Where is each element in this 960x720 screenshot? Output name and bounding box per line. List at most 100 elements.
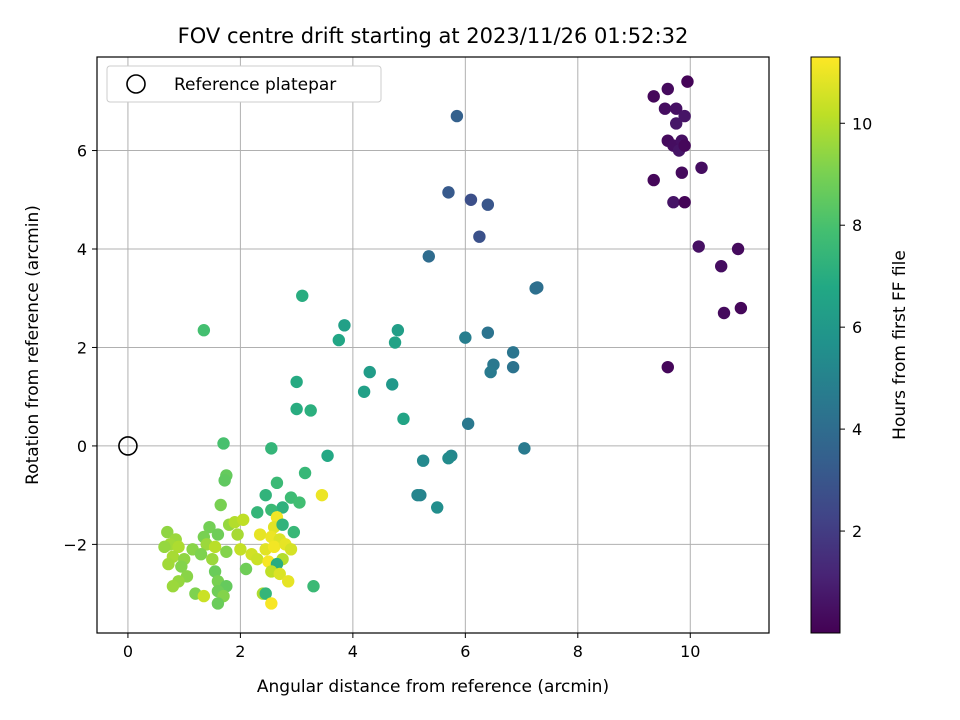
data-point — [450, 109, 464, 123]
data-point — [217, 437, 230, 450]
data-point — [197, 324, 211, 337]
data-point — [321, 449, 334, 462]
x-tick-label: 6 — [460, 642, 470, 661]
data-point — [251, 552, 264, 566]
data-point — [363, 365, 376, 379]
data-point — [442, 186, 455, 199]
data-point — [670, 117, 683, 130]
data-point — [459, 331, 472, 344]
data-point — [695, 161, 708, 174]
colorbar-ticks: 2 4 6 8 10 — [840, 114, 872, 541]
data-point — [293, 496, 306, 509]
data-point — [276, 518, 289, 531]
data-point — [211, 597, 225, 610]
data-point — [647, 173, 660, 187]
data-point — [464, 193, 478, 206]
data-point — [267, 540, 281, 554]
data-point — [296, 289, 309, 302]
data-point — [218, 474, 231, 487]
data-point — [391, 324, 405, 337]
data-point — [194, 548, 208, 561]
data-point — [253, 528, 267, 541]
y-tick-label: 0 — [77, 437, 87, 456]
data-point — [411, 488, 424, 502]
colorbar-tick-label: 4 — [852, 420, 862, 439]
legend: Reference platepar — [106, 65, 382, 103]
data-point — [203, 520, 216, 534]
data-point — [166, 580, 180, 593]
data-point — [290, 402, 303, 416]
y-axis-label: Rotation from reference (arcmin) — [23, 205, 43, 485]
chart-title: FOV centre drift starting at 2023/11/26 … — [178, 24, 689, 48]
data-point — [357, 385, 371, 398]
data-point — [211, 528, 225, 541]
data-point — [273, 567, 286, 581]
data-point — [678, 196, 691, 209]
data-point — [208, 565, 222, 578]
y-tick-label: 6 — [77, 142, 87, 161]
data-point — [251, 506, 264, 519]
data-point — [670, 102, 683, 115]
data-point — [161, 525, 174, 539]
data-point — [518, 442, 531, 455]
colorbar: 2 4 6 8 10 Hours from first FF file — [810, 56, 910, 634]
data-point — [197, 589, 211, 603]
data-point — [304, 404, 317, 417]
x-axis-ticks: 0 2 4 6 8 10 — [123, 633, 700, 661]
data-point — [259, 488, 272, 502]
data-point — [281, 575, 295, 588]
data-point — [658, 102, 672, 115]
data-point — [678, 109, 691, 123]
reference-platepar-marker — [118, 436, 138, 456]
data-point — [290, 375, 303, 389]
data-points — [158, 75, 748, 610]
plot-frame — [96, 56, 770, 634]
legend-entry-label: Reference platepar — [174, 75, 336, 95]
data-point — [717, 306, 731, 320]
data-point — [731, 242, 745, 256]
data-point — [270, 476, 284, 490]
data-point — [506, 360, 520, 374]
data-point — [284, 543, 298, 556]
data-point — [667, 196, 680, 209]
data-point — [647, 90, 660, 103]
data-point — [416, 454, 430, 467]
data-point — [473, 230, 486, 243]
data-point — [388, 336, 402, 349]
data-point — [692, 240, 705, 253]
colorbar-tick-label: 8 — [852, 216, 862, 235]
x-tick-label: 4 — [348, 642, 358, 661]
data-point — [172, 540, 185, 554]
data-point — [332, 333, 346, 347]
data-point — [239, 562, 253, 576]
data-point — [265, 442, 278, 455]
data-point — [678, 139, 691, 152]
data-point — [397, 412, 410, 426]
data-point — [484, 365, 497, 379]
data-point — [234, 543, 247, 556]
data-point — [214, 498, 227, 512]
data-point — [265, 597, 278, 610]
y-axis-ticks: −2 0 2 4 6 — [63, 142, 97, 554]
data-point — [259, 587, 272, 600]
data-point — [661, 82, 674, 96]
data-point — [231, 528, 244, 541]
data-point — [206, 552, 219, 566]
colorbar-tick-label: 10 — [852, 114, 872, 133]
x-tick-label: 10 — [680, 642, 700, 661]
data-point — [675, 166, 689, 179]
data-point — [386, 378, 399, 391]
data-point — [442, 452, 455, 465]
data-point — [315, 488, 329, 502]
colorbar-label: Hours from first FF file — [890, 250, 910, 440]
data-point — [481, 198, 495, 211]
data-point — [715, 260, 728, 273]
data-point — [481, 326, 495, 339]
colorbar-gradient — [810, 56, 841, 634]
data-point — [431, 501, 444, 514]
data-point — [338, 319, 351, 332]
data-point — [208, 540, 222, 554]
data-point — [158, 540, 171, 554]
data-point — [237, 513, 250, 526]
